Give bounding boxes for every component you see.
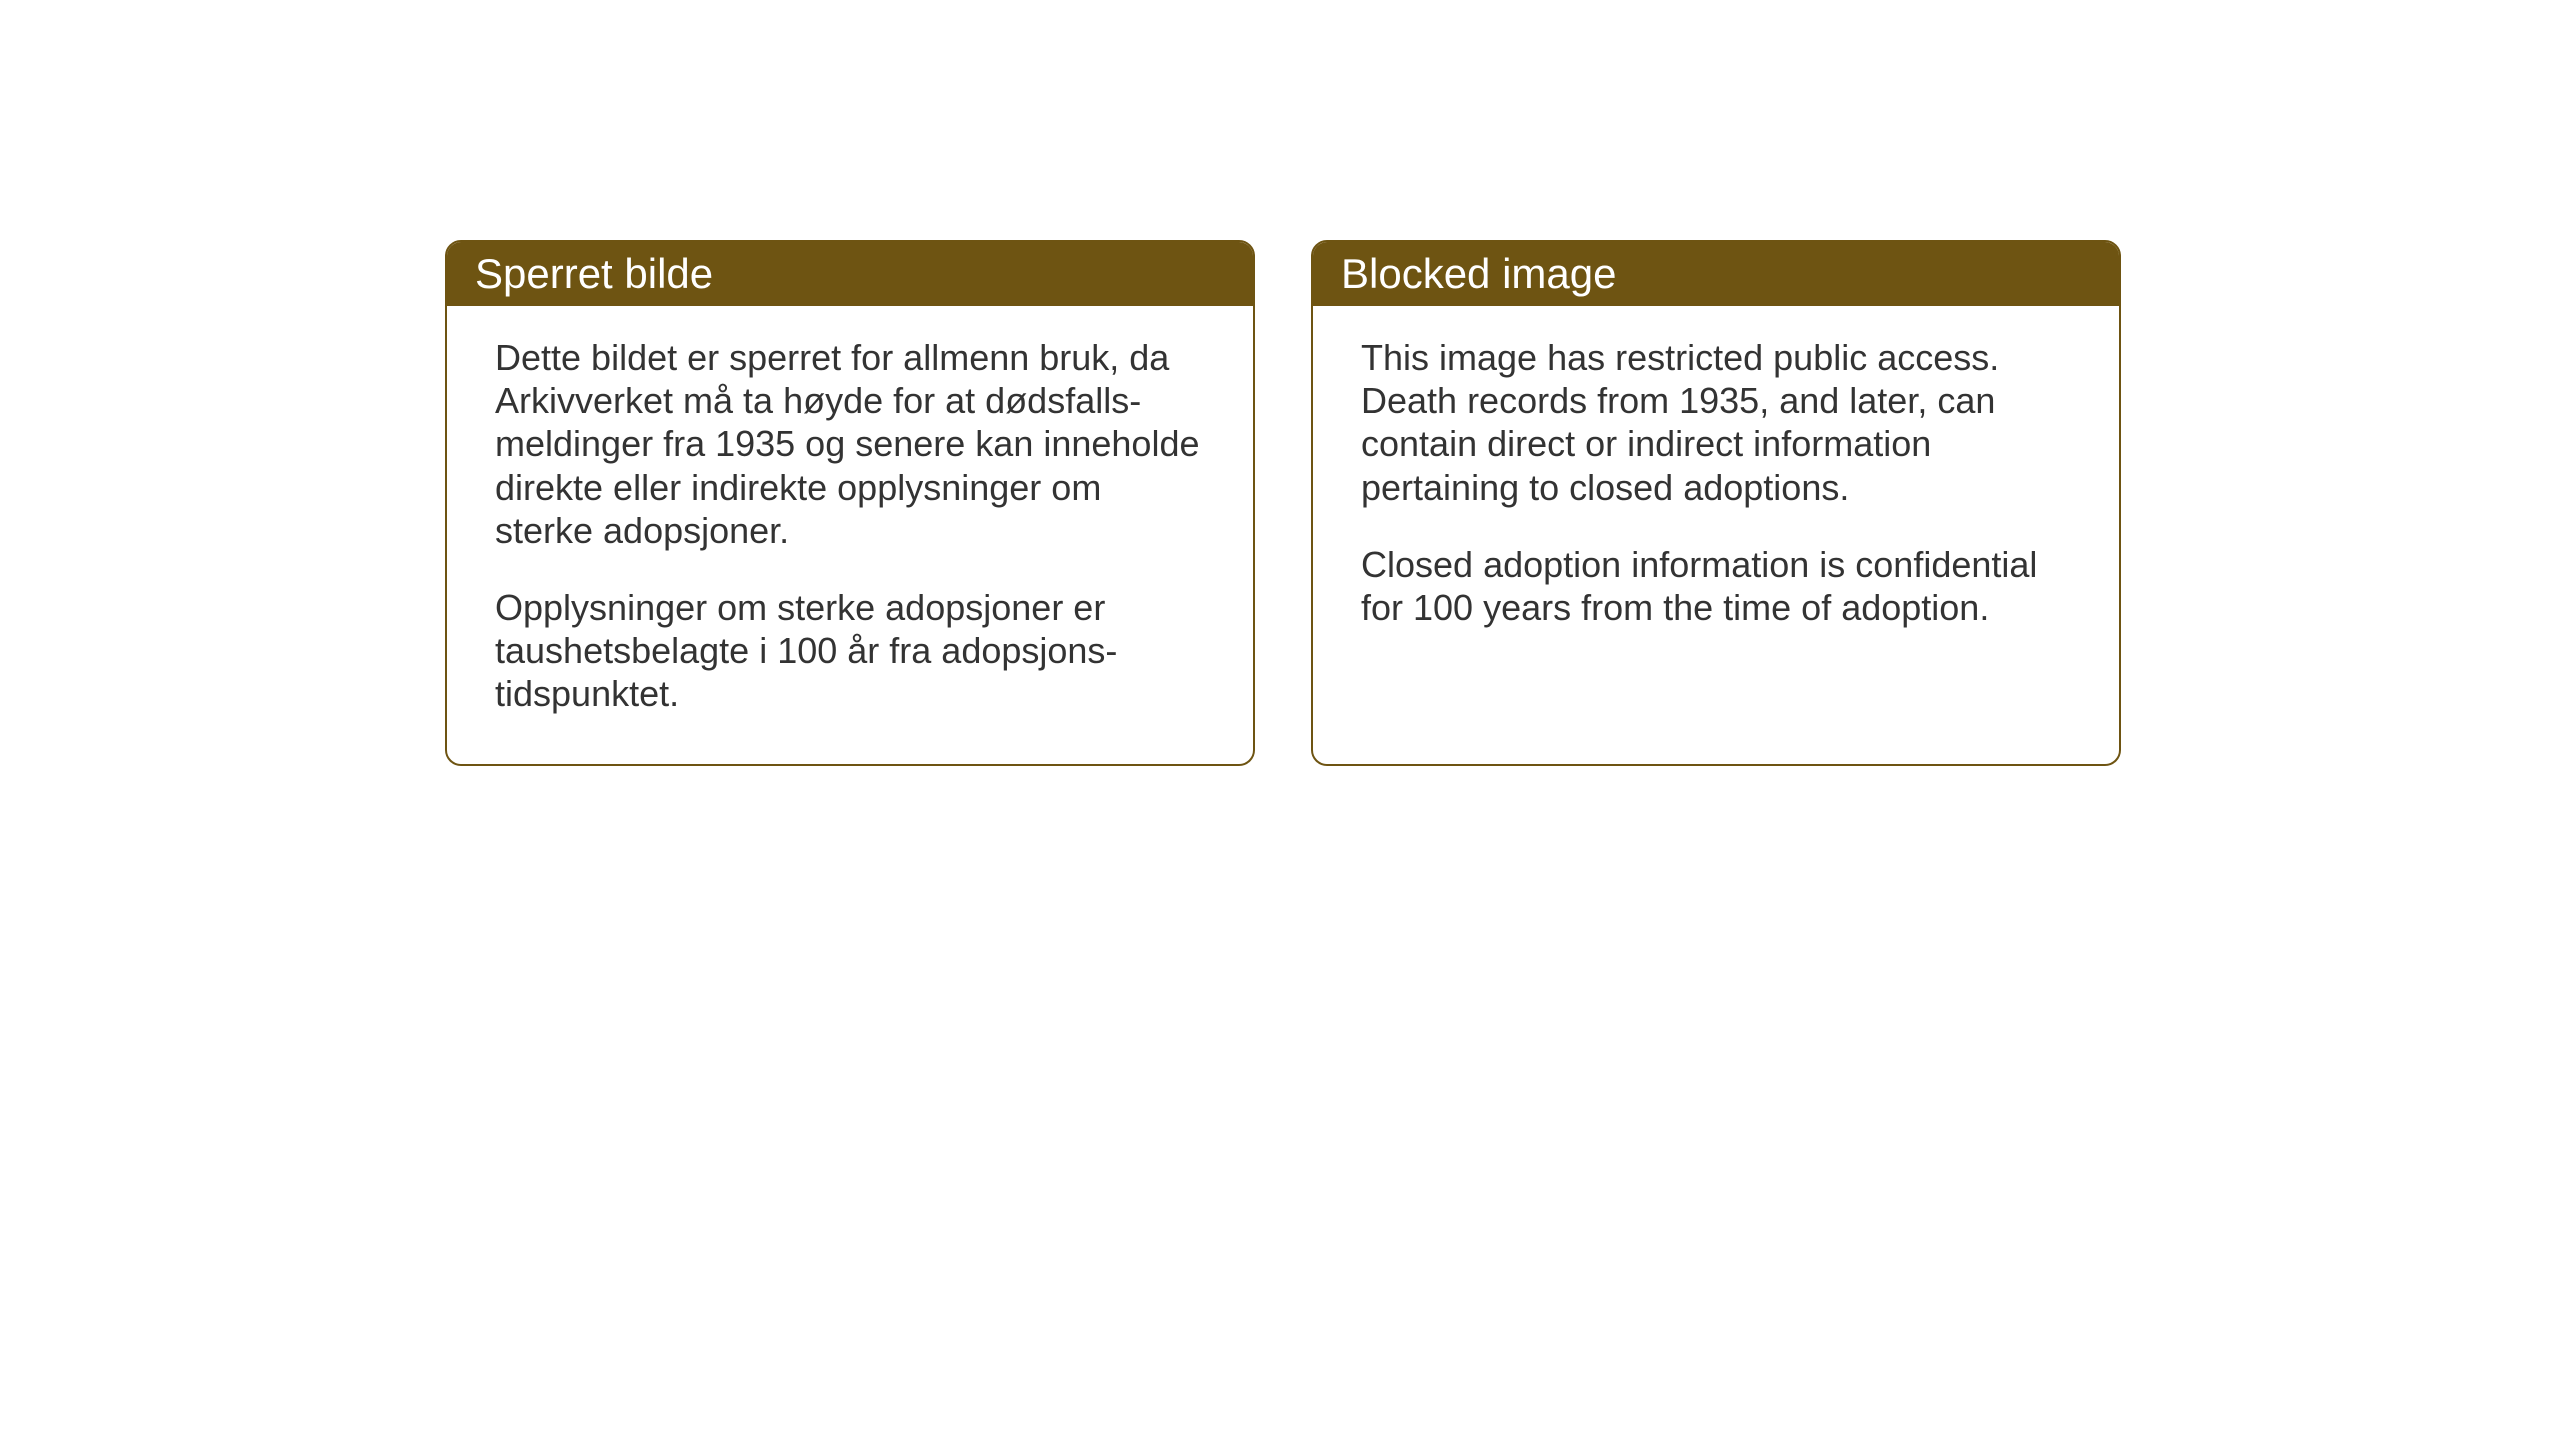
cards-container: Sperret bilde Dette bildet er sperret fo… (445, 240, 2121, 766)
blocked-image-card-english: Blocked image This image has restricted … (1311, 240, 2121, 766)
card-title-english: Blocked image (1341, 250, 1616, 297)
card-paragraph-1-norwegian: Dette bildet er sperret for allmenn bruk… (495, 336, 1205, 552)
card-body-norwegian: Dette bildet er sperret for allmenn bruk… (447, 306, 1253, 764)
blocked-image-card-norwegian: Sperret bilde Dette bildet er sperret fo… (445, 240, 1255, 766)
card-title-norwegian: Sperret bilde (475, 250, 713, 297)
card-paragraph-1-english: This image has restricted public access.… (1361, 336, 2071, 509)
card-body-english: This image has restricted public access.… (1313, 306, 2119, 677)
card-header-norwegian: Sperret bilde (447, 242, 1253, 306)
card-header-english: Blocked image (1313, 242, 2119, 306)
card-paragraph-2-english: Closed adoption information is confident… (1361, 543, 2071, 629)
card-paragraph-2-norwegian: Opplysninger om sterke adopsjoner er tau… (495, 586, 1205, 716)
